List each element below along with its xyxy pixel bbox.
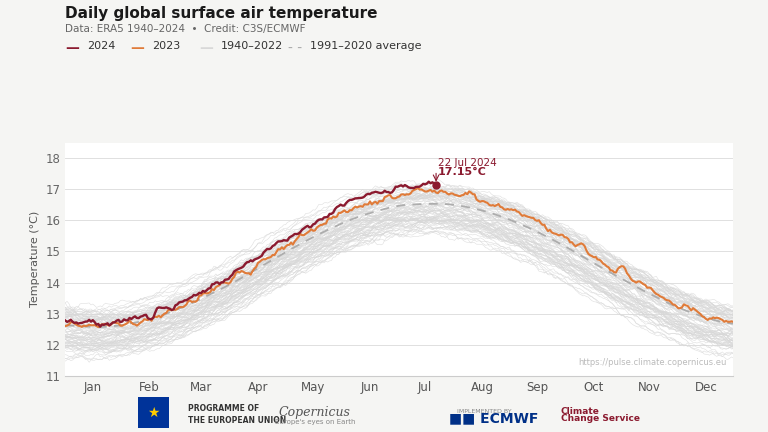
- Text: 2024: 2024: [87, 41, 115, 51]
- Text: 2023: 2023: [152, 41, 180, 51]
- Text: - -: - -: [288, 41, 302, 55]
- Text: 17.15°C: 17.15°C: [438, 167, 487, 177]
- Point: [430, 181, 442, 188]
- Text: Daily global surface air temperature: Daily global surface air temperature: [65, 6, 378, 22]
- Text: Data: ERA5 1940–2024  •  Credit: C3S/ECMWF: Data: ERA5 1940–2024 • Credit: C3S/ECMWF: [65, 24, 306, 34]
- Text: —: —: [200, 41, 214, 55]
- Text: —: —: [65, 41, 79, 55]
- Text: THE EUROPEAN UNION: THE EUROPEAN UNION: [188, 416, 286, 425]
- Text: https://pulse.climate.copernicus.eu: https://pulse.climate.copernicus.eu: [578, 358, 727, 366]
- Text: ■■ ECMWF: ■■ ECMWF: [449, 411, 538, 425]
- Text: Copernicus: Copernicus: [279, 406, 351, 419]
- Y-axis label: Temperature (°C): Temperature (°C): [30, 211, 40, 307]
- Text: ★: ★: [147, 406, 160, 419]
- Text: 22 Jul 2024: 22 Jul 2024: [438, 158, 497, 168]
- Text: 1991–2020 average: 1991–2020 average: [310, 41, 421, 51]
- Text: Europe's eyes on Earth: Europe's eyes on Earth: [275, 419, 355, 426]
- Text: IMPLEMENTED BY: IMPLEMENTED BY: [457, 409, 511, 414]
- Text: PROGRAMME OF: PROGRAMME OF: [188, 404, 260, 413]
- Text: —: —: [131, 41, 144, 55]
- Text: Climate: Climate: [561, 407, 600, 416]
- Text: 1940–2022: 1940–2022: [221, 41, 283, 51]
- Text: Change Service: Change Service: [561, 414, 640, 422]
